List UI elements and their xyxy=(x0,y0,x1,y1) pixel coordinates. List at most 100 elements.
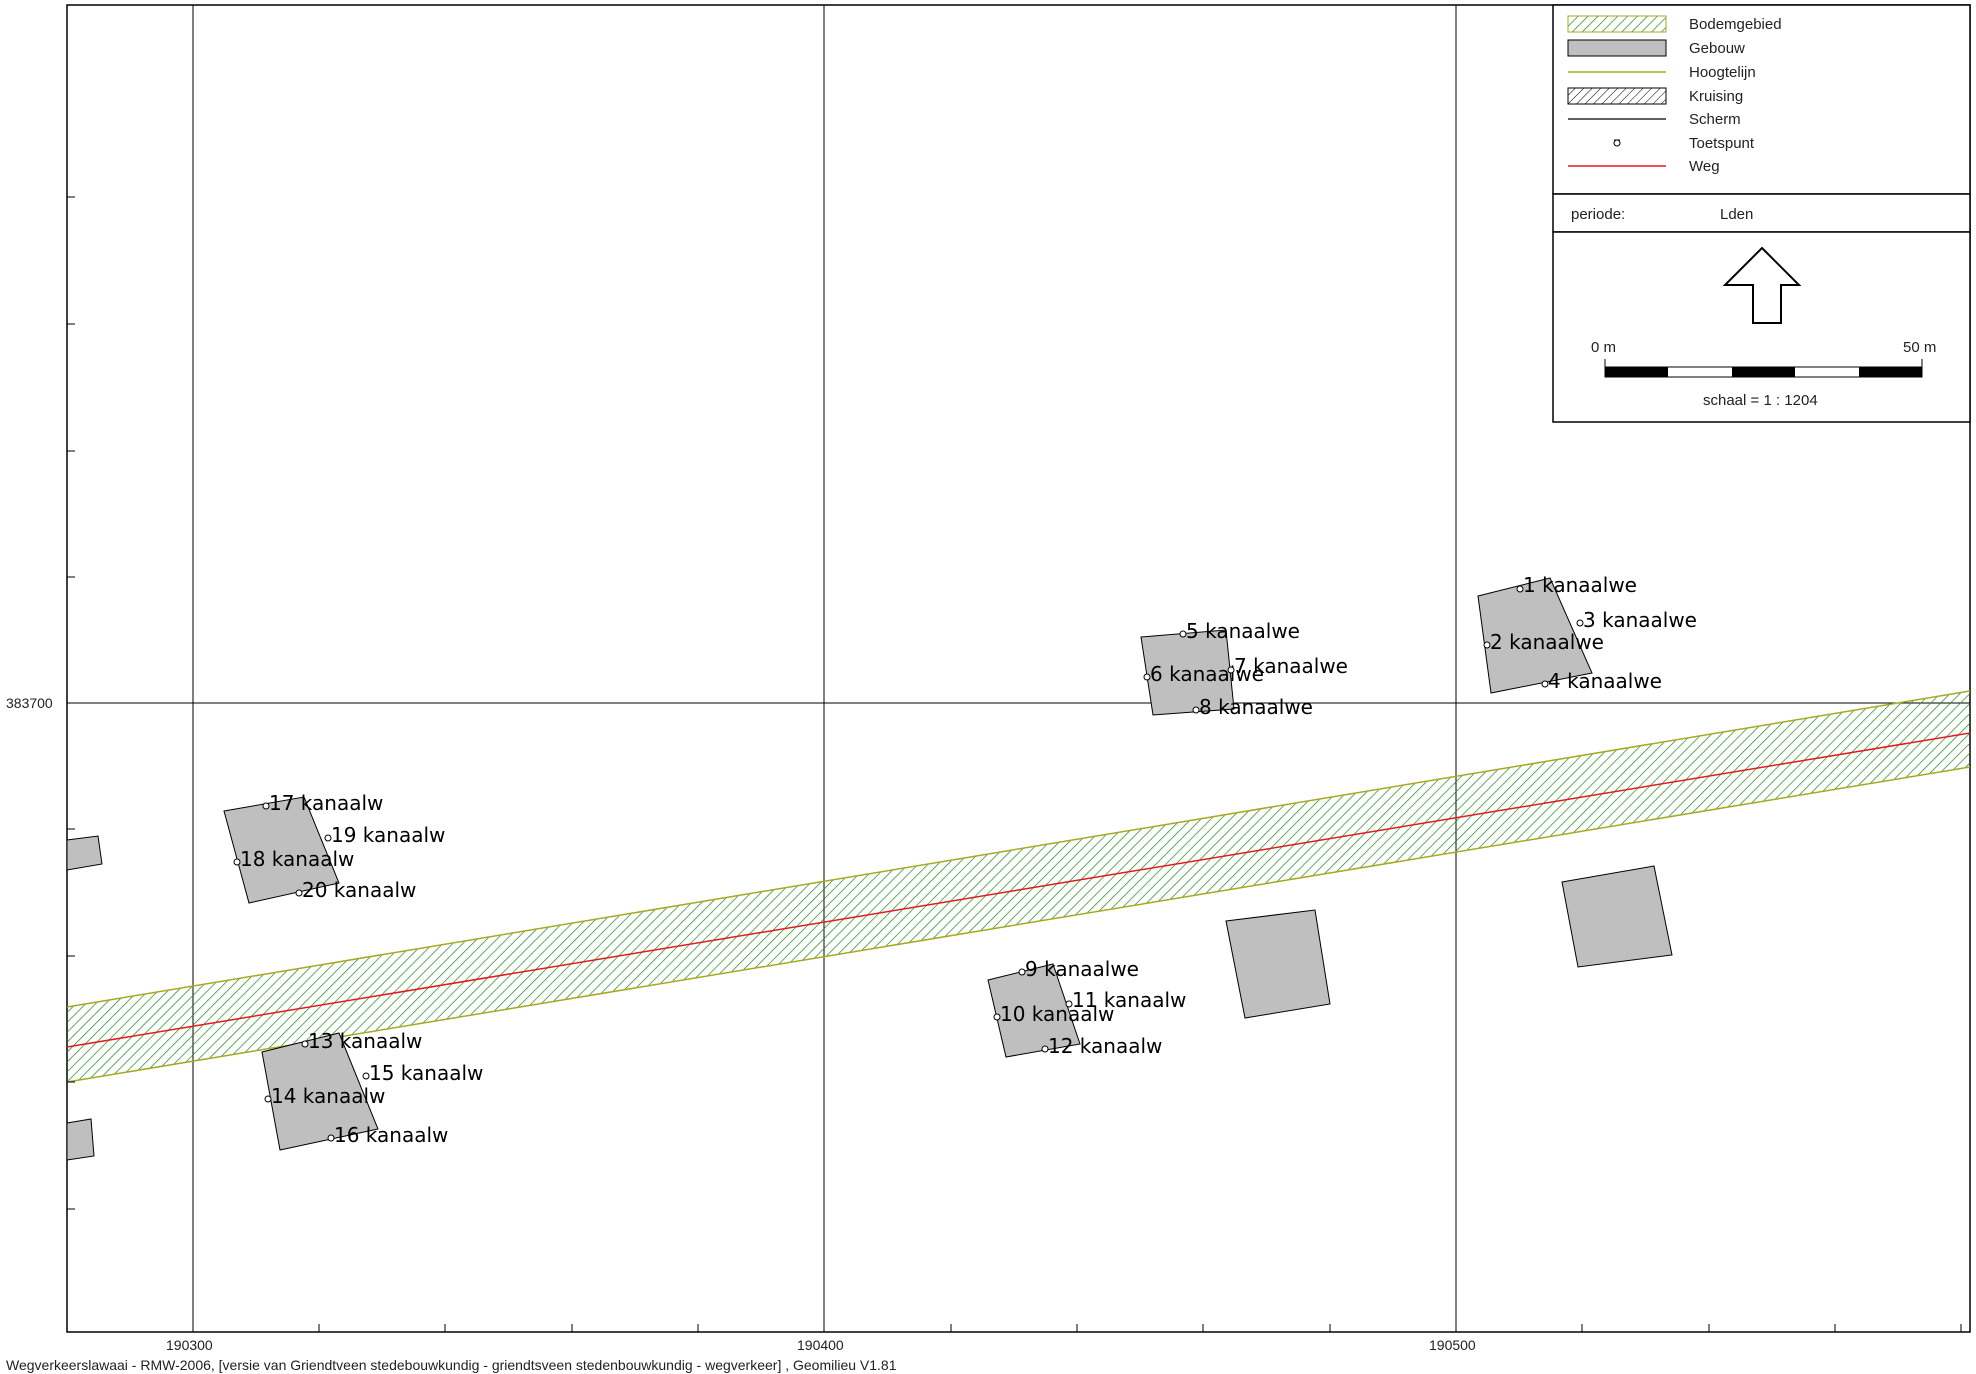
toetspunt-marker xyxy=(327,1134,335,1142)
periode-box xyxy=(1552,193,1971,233)
toetspunt-marker xyxy=(1227,666,1235,674)
toetspunt-label: 7 kanaalwe xyxy=(1234,654,1348,678)
toetspunt-label: 20 kanaalw xyxy=(302,878,416,902)
toetspunt-label: 15 kanaalw xyxy=(369,1061,483,1085)
legend-label-kruising: Kruising xyxy=(1689,88,1743,105)
toetspunt-7[interactable]: 7 kanaalwe xyxy=(1227,654,1348,678)
toetspunt-marker xyxy=(1143,673,1151,681)
toetspunt-19[interactable]: 19 kanaalw xyxy=(324,823,445,847)
toetspunt-6[interactable]: 6 kanaalwe xyxy=(1143,662,1264,686)
x-tick-label-190400: 190400 xyxy=(797,1337,844,1353)
legend-label-gebouw: Gebouw xyxy=(1689,40,1745,57)
north-arrow-icon xyxy=(1722,246,1802,324)
toetspunt-8[interactable]: 8 kanaalwe xyxy=(1192,695,1313,719)
x-tick-label-190300: 190300 xyxy=(166,1337,213,1353)
toetspunt-label: 13 kanaalw xyxy=(308,1029,422,1053)
black-hatch-swatch xyxy=(1567,87,1667,105)
toetspunt-11[interactable]: 11 kanaalw xyxy=(1065,988,1186,1012)
toetspunt-marker xyxy=(1065,1000,1073,1008)
toetspunt-label: 12 kanaalw xyxy=(1048,1034,1162,1058)
hoogtelijn-lower xyxy=(67,766,1970,1083)
toetspunt-marker xyxy=(1541,680,1549,688)
grey-rect-swatch xyxy=(1567,39,1667,57)
building-1 xyxy=(1477,577,1593,694)
toetspunt-marker xyxy=(324,834,332,842)
toetspunt-17[interactable]: 17 kanaalw xyxy=(262,791,383,815)
legend-label-toetspunt: Toetspunt xyxy=(1689,135,1755,152)
toetspunt-marker xyxy=(362,1072,370,1080)
point-marker xyxy=(1613,139,1621,147)
scale-end-label: 50 m xyxy=(1903,339,1936,356)
toetspunt-marker xyxy=(1516,585,1524,593)
x-axis-ticks xyxy=(318,1324,1962,1332)
footer-caption: Wegverkeerslawaai - RMW-2006, [versie va… xyxy=(6,1357,897,1373)
building-3 xyxy=(223,796,340,904)
y-tick-label-383700: 383700 xyxy=(6,695,53,711)
toetspunt-marker xyxy=(262,802,270,810)
toetspunt-16[interactable]: 16 kanaalw xyxy=(327,1123,448,1147)
building-5 xyxy=(67,1118,95,1161)
toetspunt-10[interactable]: 10 kanaalw xyxy=(993,1002,1114,1026)
toetspunt-2[interactable]: 2 kanaalwe xyxy=(1483,630,1604,654)
hoogtelijn-upper xyxy=(67,690,1970,1008)
toetspunt-marker xyxy=(1041,1045,1049,1053)
toetspunt-marker xyxy=(301,1040,309,1048)
periode-label: periode: xyxy=(1571,206,1625,223)
toetspunt-label: 5 kanaalwe xyxy=(1186,619,1300,643)
toetspunt-marker xyxy=(264,1095,272,1103)
legend-label-hoogtelijn: Hoogtelijn xyxy=(1689,64,1756,81)
scale-text: schaal = 1 : 1204 xyxy=(1703,392,1818,409)
legend-panel: Bodemgebied Gebouw Hoogtelijn Kruising S… xyxy=(1552,4,1971,423)
toetspunt-label: 1 kanaalwe xyxy=(1523,573,1637,597)
bodemgebied-area xyxy=(67,691,1970,1082)
toetspunt-13[interactable]: 13 kanaalw xyxy=(301,1029,422,1053)
toetspunt-marker xyxy=(1018,968,1026,976)
toetspunt-3[interactable]: 3 kanaalwe xyxy=(1576,608,1697,632)
toetspunt-20[interactable]: 20 kanaalw xyxy=(295,878,416,902)
scale-start-label: 0 m xyxy=(1591,339,1616,356)
toetspunt-label: 10 kanaalw xyxy=(1000,1002,1114,1026)
building-2 xyxy=(1140,629,1235,716)
toetspunt-marker xyxy=(1179,630,1187,638)
toetspunt-label: 4 kanaalwe xyxy=(1548,669,1662,693)
weg-road-line xyxy=(67,732,1970,1048)
toetspunt-label: 2 kanaalwe xyxy=(1490,630,1604,654)
toetspunt-15[interactable]: 15 kanaalw xyxy=(362,1061,483,1085)
periode-value: Lden xyxy=(1720,206,1753,223)
legend-label-scherm: Scherm xyxy=(1689,111,1741,128)
toetspunt-label: 14 kanaalw xyxy=(271,1084,385,1108)
toetspunt-12[interactable]: 12 kanaalw xyxy=(1041,1034,1162,1058)
toetspunt-label: 18 kanaalw xyxy=(240,847,354,871)
toetspunt-label: 11 kanaalw xyxy=(1072,988,1186,1012)
y-axis-ticks xyxy=(67,196,75,1210)
toetspunt-marker xyxy=(1192,706,1200,714)
toetspunt-label: 16 kanaalw xyxy=(334,1123,448,1147)
toetspunt-marker xyxy=(1576,619,1584,627)
x-tick-label-190500: 190500 xyxy=(1429,1337,1476,1353)
toetspunt-label: 19 kanaalw xyxy=(331,823,445,847)
building-4 xyxy=(67,835,103,871)
toetspunt-5[interactable]: 5 kanaalwe xyxy=(1179,619,1300,643)
toetspunt-label: 8 kanaalwe xyxy=(1199,695,1313,719)
green-hatch-swatch xyxy=(1567,15,1667,33)
building-9 xyxy=(1561,865,1673,968)
toetspunt-marker xyxy=(993,1013,1001,1021)
toetspunt-label: 9 kanaalwe xyxy=(1025,957,1139,981)
toetspunt-9[interactable]: 9 kanaalwe xyxy=(1018,957,1139,981)
building-7 xyxy=(987,963,1081,1058)
toetspunt-14[interactable]: 14 kanaalw xyxy=(264,1084,385,1108)
toetspunt-marker xyxy=(295,889,303,897)
scale-bar xyxy=(1604,359,1923,378)
toetspunt-label: 3 kanaalwe xyxy=(1583,608,1697,632)
building-8 xyxy=(1225,909,1331,1019)
toetspunt-18[interactable]: 18 kanaalw xyxy=(233,847,354,871)
toetspunt-1[interactable]: 1 kanaalwe xyxy=(1516,573,1637,597)
toetspunt-label: 6 kanaalwe xyxy=(1150,662,1264,686)
legend-label-weg: Weg xyxy=(1689,158,1720,175)
toetspunt-4[interactable]: 4 kanaalwe xyxy=(1541,669,1662,693)
toetspunt-marker xyxy=(233,858,241,866)
legend-label-bodemgebied: Bodemgebied xyxy=(1689,16,1782,33)
building-6 xyxy=(261,1032,379,1151)
toetspunt-marker xyxy=(1483,641,1491,649)
